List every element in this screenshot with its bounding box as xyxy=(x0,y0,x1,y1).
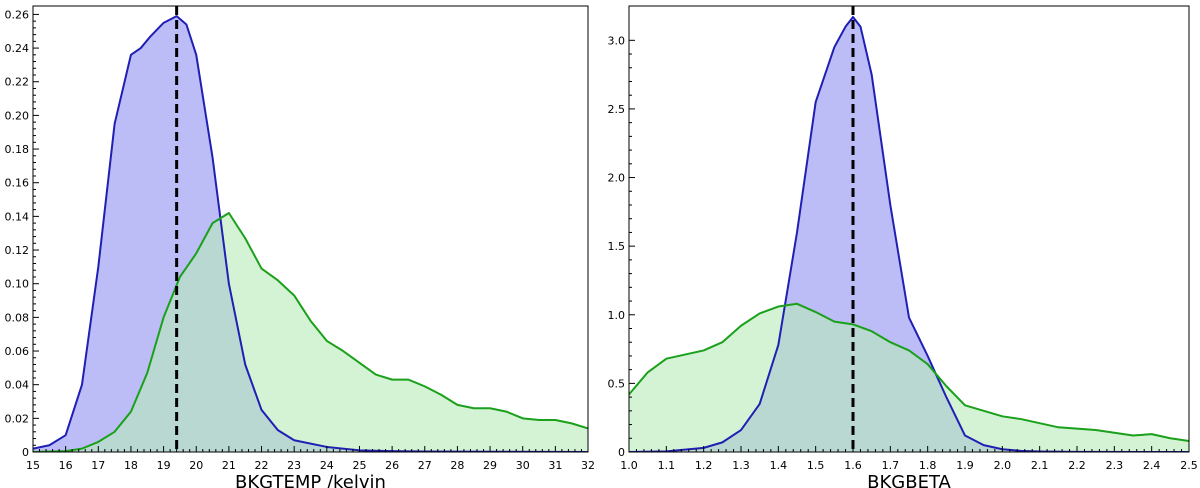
x-tick-label: 17 xyxy=(91,459,105,472)
y-tick-label: 0.14 xyxy=(5,210,30,223)
x-tick-label: 28 xyxy=(450,459,464,472)
y-tick-label: 2.5 xyxy=(608,103,626,116)
x-tick-label: 1.8 xyxy=(919,459,937,472)
x-tick-label: 1.3 xyxy=(732,459,750,472)
x-tick-label: 15 xyxy=(26,459,40,472)
x-tick-label: 1.5 xyxy=(807,459,825,472)
y-tick-label: 0.18 xyxy=(5,143,30,156)
x-tick-label: 2.1 xyxy=(1031,459,1049,472)
series-1-area xyxy=(629,303,1189,452)
series-1-area xyxy=(33,213,588,452)
temperature-histogram-panel: 15 16 17 18 19 20 21 22 23 24 25 26 27 28 29 30 31 32 0 0.0… xyxy=(5,5,595,488)
x-tick-label: 22 xyxy=(255,459,269,472)
y-tick-label: 3.0 xyxy=(608,34,626,47)
x-tick-label: 32 xyxy=(581,459,595,472)
x-tick-label: 21 xyxy=(222,459,236,472)
y-tick-label: 0.20 xyxy=(5,109,30,122)
x-tick-label: 1.9 xyxy=(956,459,974,472)
y-tick-label: 0.22 xyxy=(5,76,30,89)
x-tick-label: 29 xyxy=(483,459,497,472)
y-tick-label: 0.5 xyxy=(608,377,626,390)
x-tick-label: 27 xyxy=(418,459,432,472)
x-tick-label: 2.3 xyxy=(1106,459,1124,472)
x-tick-label: 2.4 xyxy=(1143,459,1161,472)
beta-histogram-panel: 1.0 1.1 1.2 1.3 1.4 1.5 1.6 1.7 1.8 1.9 2.0 2.1 2.2 2… xyxy=(608,5,1198,488)
x-axis-title: BKGBETA xyxy=(867,472,951,488)
x-tick-label: 19 xyxy=(157,459,171,472)
y-tick-label: 0 xyxy=(618,446,625,459)
x-tick-label: 31 xyxy=(548,459,562,472)
y-tick-label: 0 xyxy=(22,446,29,459)
y-tick-label: 0.08 xyxy=(5,311,30,324)
y-tick-label: 0.10 xyxy=(5,278,30,291)
x-tick-label: 2.2 xyxy=(1068,459,1086,472)
x-tick-label: 2.0 xyxy=(994,459,1012,472)
y-tick-label: 0.06 xyxy=(5,345,30,358)
x-tick-label: 1.4 xyxy=(770,459,788,472)
plot-frame xyxy=(32,5,589,453)
x-tick-label: 1.2 xyxy=(695,459,713,472)
x-tick-label: 30 xyxy=(516,459,530,472)
y-tick-label: 0.24 xyxy=(5,42,30,55)
x-tick-label: 1.0 xyxy=(620,459,638,472)
x-tick-label: 26 xyxy=(385,459,399,472)
x-tick-label: 1.7 xyxy=(882,459,900,472)
y-tick-label: 1.5 xyxy=(608,240,626,253)
y-tick-label: 0.04 xyxy=(5,379,30,392)
x-tick-label: 23 xyxy=(287,459,301,472)
y-tick-label: 0.16 xyxy=(5,177,30,190)
x-tick-label: 1.6 xyxy=(844,459,862,472)
y-tick-label: 0.12 xyxy=(5,244,30,257)
x-tick-label: 18 xyxy=(124,459,138,472)
plot-frame xyxy=(628,5,1190,453)
y-tick-label: 0.26 xyxy=(5,8,30,21)
x-tick-label: 20 xyxy=(189,459,203,472)
x-tick-label: 24 xyxy=(320,459,334,472)
x-tick-label: 25 xyxy=(352,459,366,472)
series-1-line xyxy=(33,212,588,452)
x-tick-label: 16 xyxy=(59,459,73,472)
x-axis-title: BKGTEMP /kelvin xyxy=(235,472,386,488)
series-1-line xyxy=(629,302,1189,443)
y-tick-label: 1.0 xyxy=(608,309,626,322)
y-tick-label: 0.02 xyxy=(5,412,30,425)
x-tick-label: 1.1 xyxy=(658,459,676,472)
x-tick-label: 2.5 xyxy=(1180,459,1198,472)
y-tick-label: 2.0 xyxy=(608,172,626,185)
